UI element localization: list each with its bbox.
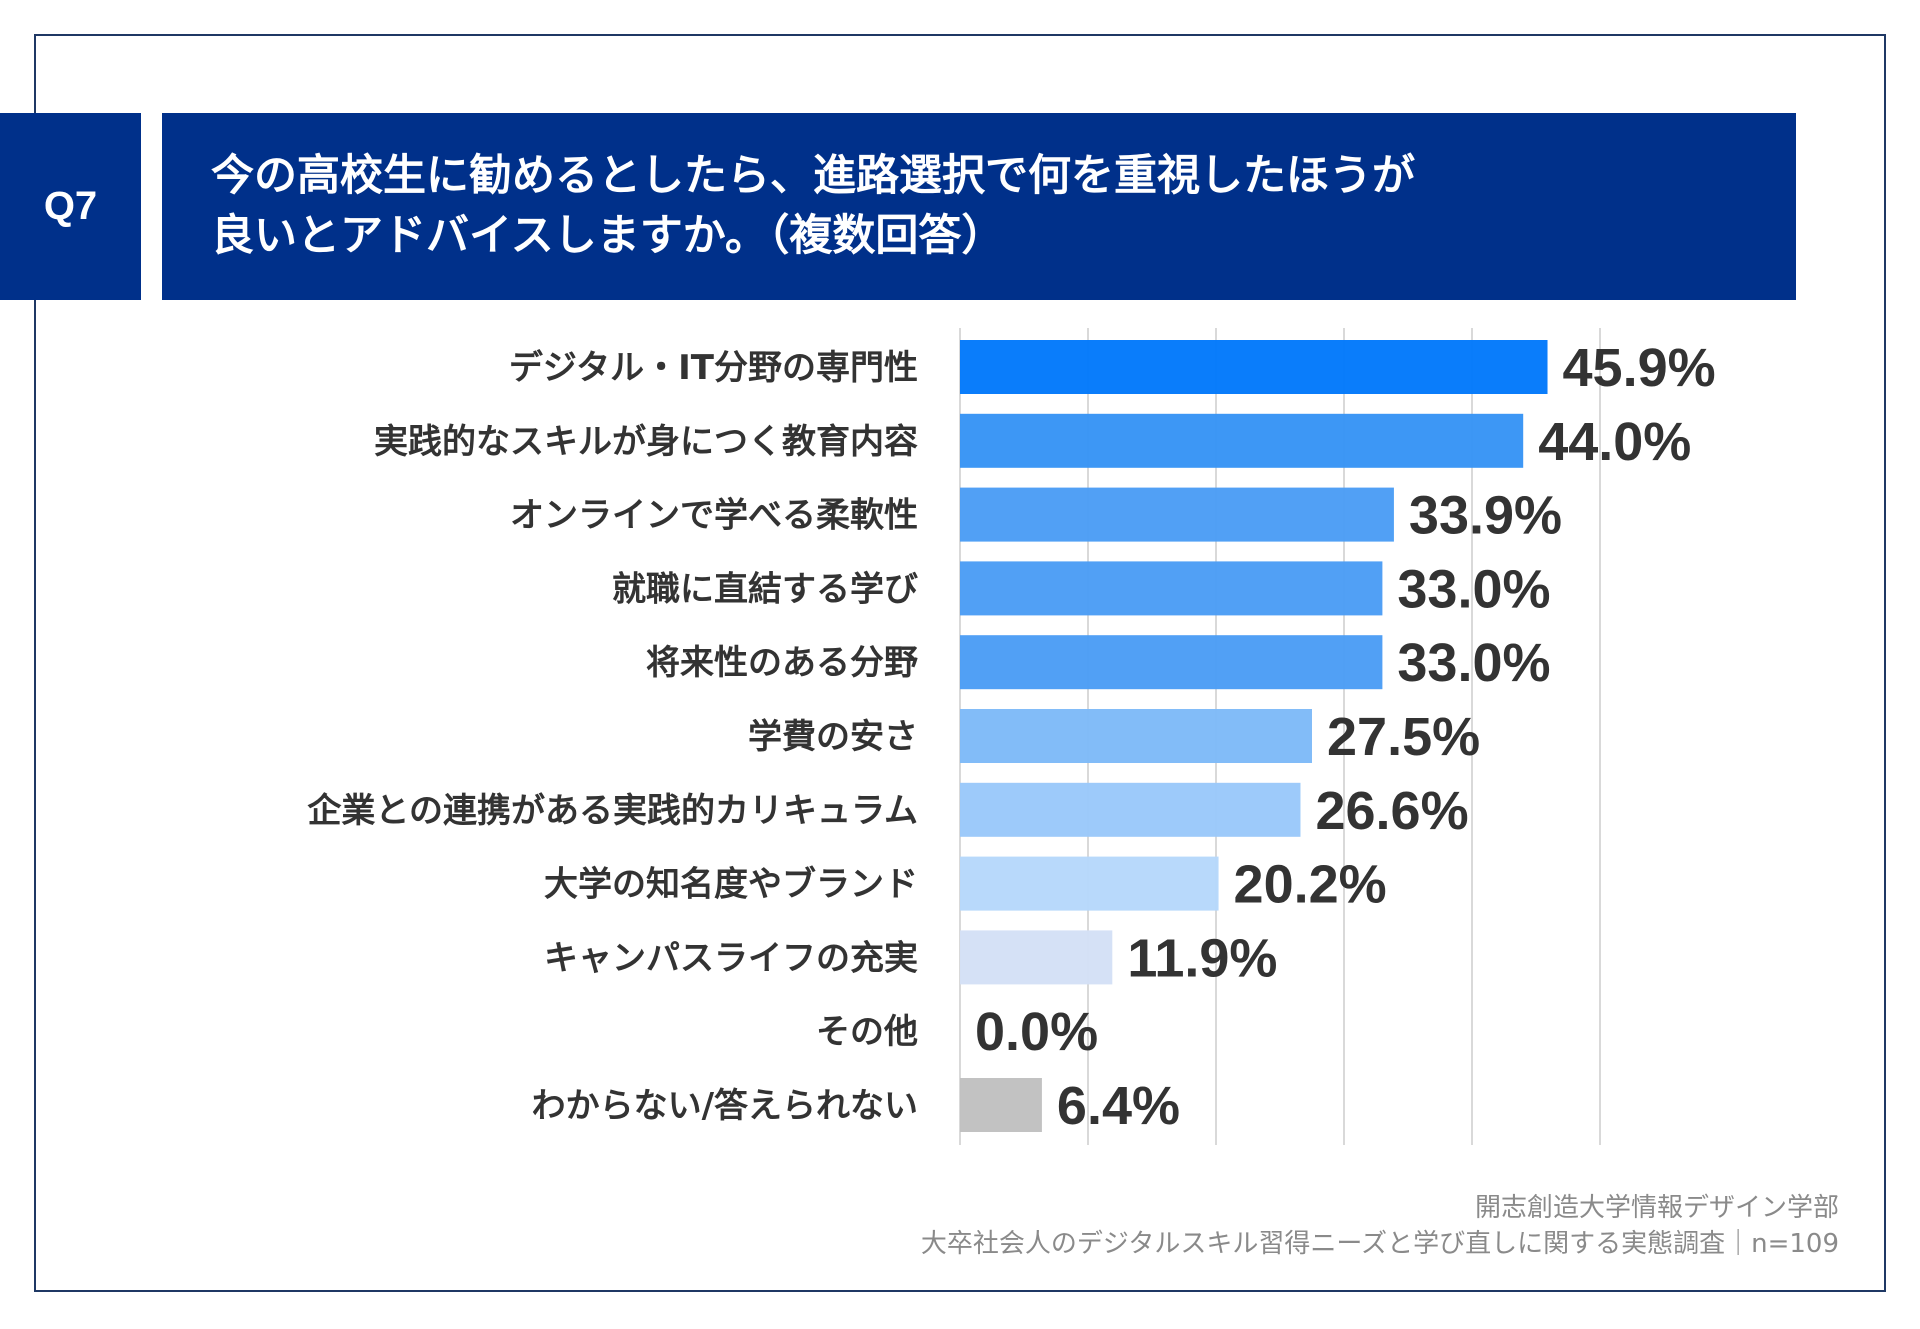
category-label: 大学の知名度やブランド [544, 865, 918, 905]
value-label: 45.9% [1563, 338, 1716, 398]
category-label: 実践的なスキルが身につく教育内容 [374, 422, 918, 462]
value-label: 26.6% [1315, 781, 1468, 841]
category-label: 企業との連携がある実践的カリキュラム [307, 791, 918, 831]
category-label: わからない/答えられない [532, 1086, 918, 1126]
category-label: デジタル・IT分野の専門性 [509, 348, 918, 388]
bar [960, 1078, 1042, 1132]
value-label: 33.0% [1397, 633, 1550, 693]
value-label: 33.0% [1397, 559, 1550, 619]
value-label: 44.0% [1538, 412, 1691, 472]
bar [960, 856, 1219, 911]
value-label: 11.9% [1127, 928, 1277, 988]
value-label: 27.5% [1327, 707, 1480, 767]
chart-frame [34, 34, 1886, 1292]
question-tag: Q7 [0, 113, 141, 300]
category-label: キャンパスライフの充実 [544, 938, 918, 978]
bar [960, 340, 1548, 394]
value-label: 33.9% [1409, 486, 1562, 546]
bar [960, 413, 1524, 468]
bar [960, 487, 1394, 542]
footer-org: 開志創造大学情報デザイン学部 [1474, 1193, 1839, 1223]
category-label: その他 [816, 1012, 918, 1052]
category-label: 学費の安さ [748, 717, 918, 757]
category-label: 将来性のある分野 [646, 643, 918, 683]
bar [960, 635, 1383, 690]
title-line-2: 良いとアドバイスしますか。（複数回答） [211, 211, 1005, 261]
title-line-1: 今の高校生に勧めるとしたら、進路選択で何を重視したほうが [211, 151, 1415, 201]
footer-survey: 大卒社会人のデジタルスキル習得ニーズと学び直しに関する実態調査｜n=109 [920, 1229, 1839, 1259]
bar [960, 930, 1113, 985]
question-title: 今の高校生に勧めるとしたら、進路選択で何を重視したほうが 良いとアドバイスします… [162, 113, 1796, 300]
footer: 開志創造大学情報デザイン学部 大卒社会人のデジタルスキル習得ニーズと学び直しに関… [921, 1190, 1839, 1262]
value-label: 20.2% [1234, 855, 1387, 915]
bar [960, 782, 1301, 837]
category-label: 就職に直結する学び [612, 569, 918, 609]
value-label: 0.0% [975, 1002, 1098, 1062]
bar [960, 561, 1383, 616]
category-label: オンラインで学べる柔軟性 [510, 496, 918, 536]
bar [960, 709, 1312, 763]
value-label: 6.4% [1057, 1076, 1180, 1136]
